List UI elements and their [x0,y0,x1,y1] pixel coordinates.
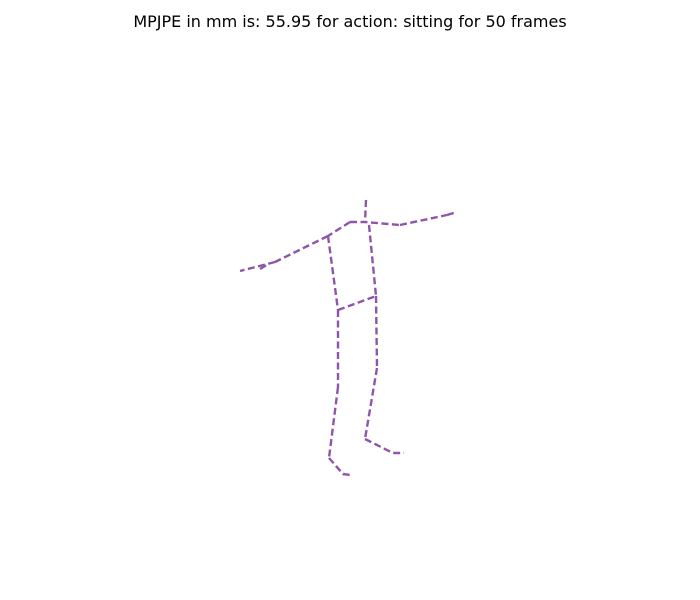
bone-head [363,199,368,223]
bone-right-upper-arm [399,213,448,227]
bone-left-shin [327,386,340,459]
bone-right-forearm [446,210,458,217]
bone-left-shoulder [327,220,351,238]
bone-shoulders [350,220,401,227]
bone-right-thigh [374,295,379,369]
bone-hips [337,294,377,312]
bone-left-foot [328,457,351,477]
bone-right-foot [364,437,404,455]
bones-group [239,199,458,477]
bone-left-hand [259,261,271,271]
bone-right-shin [363,367,379,440]
bone-torso-right [367,224,378,297]
bone-left-upper-arm [274,234,329,264]
figure-title: MPJPE in mm is: 55.95 for action: sittin… [133,12,567,31]
bone-torso-left [326,235,340,311]
